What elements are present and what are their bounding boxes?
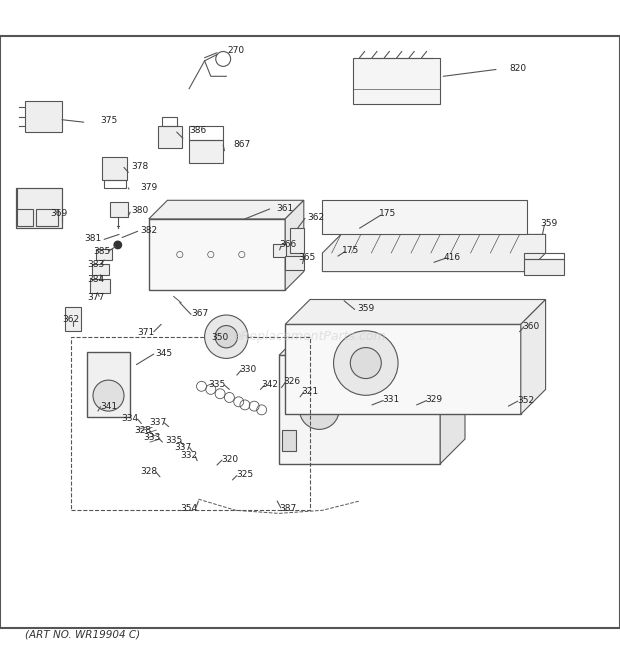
Polygon shape [440,330,465,464]
Text: 331: 331 [382,395,399,405]
Bar [189,139,223,163]
Bar [25,101,62,132]
Text: 380: 380 [131,206,148,215]
Text: 366: 366 [280,241,297,249]
Polygon shape [279,330,465,356]
Text: 377: 377 [87,293,105,301]
Text: 350: 350 [211,333,229,342]
Text: eReplacementParts.com: eReplacementParts.com [234,330,386,343]
Text: 334: 334 [122,414,139,423]
Circle shape [93,380,124,411]
Text: 371: 371 [137,328,154,337]
Text: 867: 867 [233,140,250,149]
Text: 332: 332 [180,451,198,460]
Text: 362: 362 [63,315,80,324]
Text: 328: 328 [140,467,157,477]
Circle shape [334,330,398,395]
Bar [96,249,112,260]
Bar [279,356,440,464]
Text: 175: 175 [379,210,396,218]
Bar [524,259,564,275]
Text: 359: 359 [540,219,557,228]
Polygon shape [149,200,304,219]
Circle shape [114,241,122,249]
Text: 375: 375 [100,116,117,126]
Bar [104,180,126,188]
Bar [17,209,33,226]
Bar [285,325,521,414]
Text: 330: 330 [239,365,257,374]
Text: 360: 360 [523,322,540,330]
Circle shape [205,315,248,358]
Bar [102,157,127,180]
Bar [87,352,130,417]
Text: 378: 378 [131,162,148,171]
Text: 379: 379 [140,183,157,192]
Bar [16,188,62,228]
Text: 354: 354 [180,504,198,513]
Text: 335: 335 [165,436,182,446]
Bar [110,202,128,217]
Text: 386: 386 [190,126,207,136]
Text: 321: 321 [301,387,319,396]
Text: 329: 329 [425,395,443,405]
Text: 361: 361 [277,204,294,213]
Text: 337: 337 [149,418,167,427]
Polygon shape [322,235,546,272]
Bar [524,253,564,259]
Text: 175: 175 [342,246,359,255]
Text: 369: 369 [50,210,68,218]
Bar [36,209,58,226]
Text: (ART NO. WR19904 C): (ART NO. WR19904 C) [25,629,140,639]
Bar [16,188,62,228]
Circle shape [215,325,237,348]
Text: 383: 383 [87,260,105,268]
Bar [71,336,310,510]
Circle shape [350,348,381,379]
Text: 381: 381 [84,234,102,243]
Text: 385: 385 [94,247,111,256]
Text: 365: 365 [298,253,316,262]
Bar [282,430,296,451]
Text: 320: 320 [221,455,238,464]
Text: 820: 820 [509,63,526,73]
Text: 325: 325 [236,471,254,479]
Polygon shape [285,299,546,325]
Text: 270: 270 [227,46,244,55]
Text: 345: 345 [156,349,173,358]
Text: 367: 367 [191,309,208,318]
Bar [322,200,527,235]
Bar [189,126,223,139]
Bar [353,58,440,104]
Text: 362: 362 [308,213,325,222]
Text: 341: 341 [100,402,117,410]
Text: 326: 326 [283,377,300,387]
Text: 387: 387 [280,504,297,513]
Bar [149,219,285,290]
Text: 359: 359 [357,304,374,313]
Bar [290,228,304,253]
Bar [65,307,81,330]
Text: 382: 382 [140,226,157,235]
Text: 337: 337 [174,443,192,451]
Polygon shape [521,299,546,414]
Text: 384: 384 [87,275,105,284]
Bar [162,116,177,126]
Text: 335: 335 [208,380,226,389]
Bar [92,264,109,275]
Bar [158,126,182,147]
Text: 352: 352 [517,396,534,405]
Bar [273,244,286,257]
Text: 342: 342 [261,380,278,389]
Text: 416: 416 [444,253,461,262]
Bar [90,279,110,293]
Circle shape [299,390,339,430]
Bar [285,256,304,270]
Text: 333: 333 [143,433,161,442]
Polygon shape [285,200,304,290]
Text: 328: 328 [134,426,151,436]
